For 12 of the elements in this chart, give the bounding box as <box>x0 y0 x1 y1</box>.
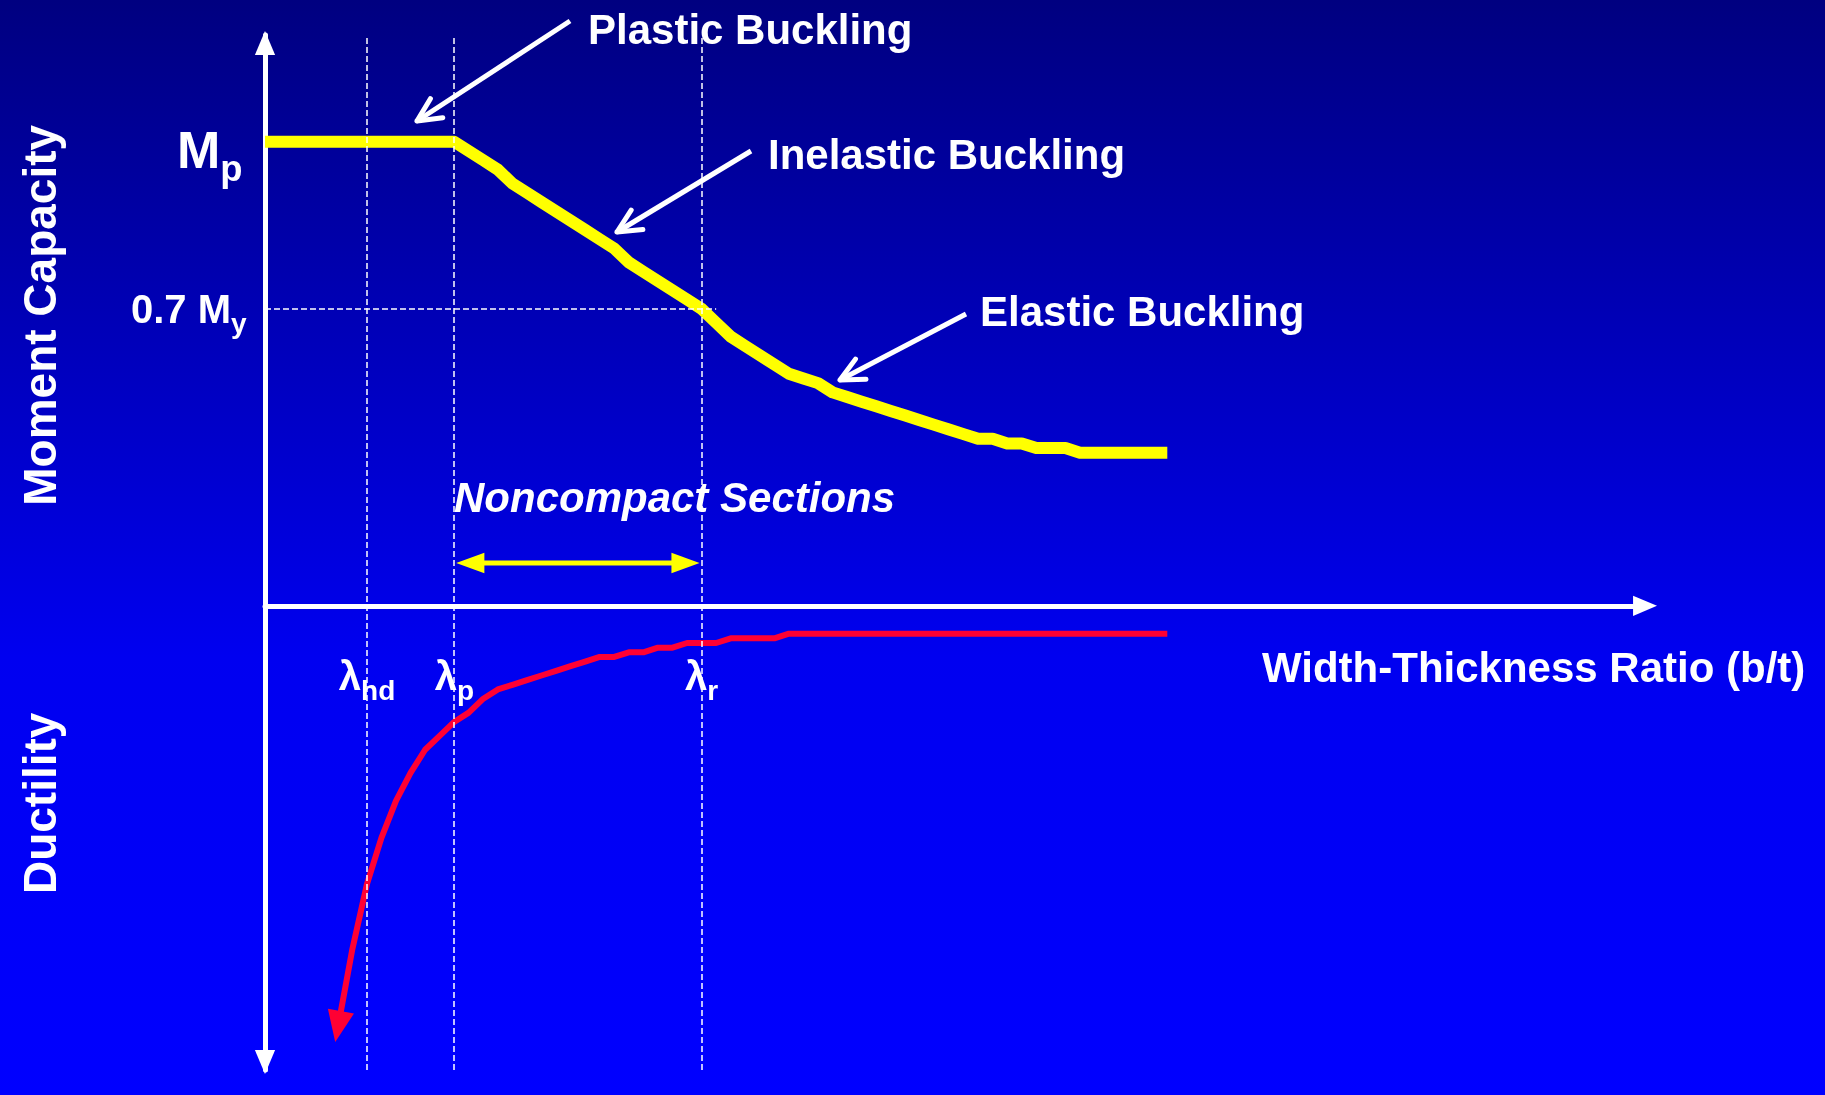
x-tick-label: λ$_{p}$ <box>434 653 475 706</box>
y-axis-title: Moment Capacity <box>13 124 66 506</box>
x-axis-title: Width-Thickness Ratio (b/t) <box>1262 643 1806 692</box>
text: Plastic Buckling <box>588 6 913 54</box>
x-tick-label: λ$_{r}$ <box>685 653 719 706</box>
x-tick-label: λ$_{hd}$ <box>338 653 396 706</box>
text: M$_{p}$ <box>177 120 243 189</box>
ref-line-label: 0.7 M$_{y}$ <box>131 286 247 339</box>
annotation: Inelastic Buckling <box>768 131 1126 179</box>
text: Ductility <box>13 712 66 894</box>
annotation: Noncompact Sections <box>454 474 896 522</box>
annotation: Elastic Buckling <box>980 288 1305 336</box>
